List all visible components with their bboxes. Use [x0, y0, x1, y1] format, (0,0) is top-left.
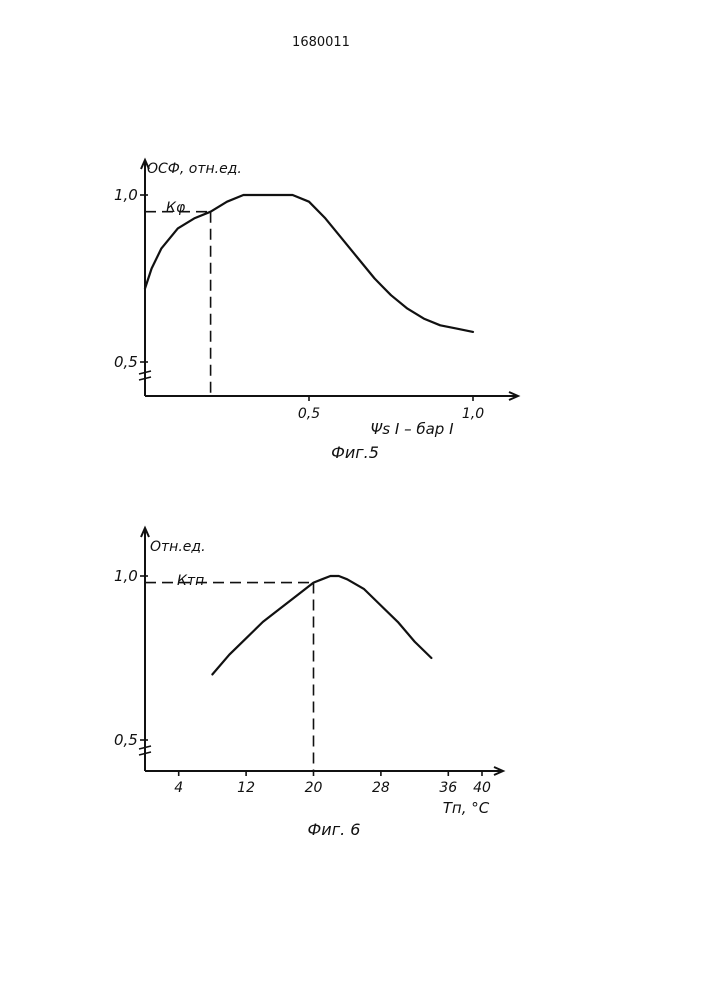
- y-tick-label: 1,0: [114, 567, 138, 585]
- patent-number: 1680011: [292, 35, 350, 50]
- x-tick-label: 1,0: [462, 406, 484, 422]
- x-axis-title: Тп, °С: [443, 799, 490, 817]
- x-tick-label: 28: [372, 780, 390, 796]
- x-tick-label: 4: [174, 780, 183, 796]
- figure-caption: Фиг. 6: [308, 820, 361, 839]
- x-axis-title: Ψs I – бар I: [370, 420, 454, 438]
- x-tick-label: 36: [439, 780, 457, 796]
- marker-label: Кφ: [166, 200, 186, 216]
- marker-label: Ктп: [177, 573, 204, 589]
- y-tick-label: 1,0: [114, 186, 138, 204]
- x-tick-label: 40: [473, 780, 491, 796]
- series-line: [212, 576, 431, 674]
- figure-caption: Фиг.5: [331, 443, 379, 462]
- figure-6-chart: 0,5 1,0 4 12 20 28 36 40 Отн.ед. Тп, °С Фиг. 6 Ктп: [114, 528, 503, 839]
- y-tick-label: 0,5: [114, 731, 138, 749]
- y-tick-label: 0,5: [114, 353, 138, 371]
- series-line: [145, 195, 473, 332]
- y-axis-title: Отн.ед.: [150, 539, 206, 555]
- figure-5-chart: 0,5 1,0 0,5 1,0 ОСФ, отн.ед. Ψs I – бар I Фиг.…: [114, 160, 518, 462]
- x-tick-label: 20: [305, 780, 323, 796]
- y-axis-title: ОСФ, отн.ед.: [147, 161, 242, 177]
- x-tick-label: 12: [237, 780, 255, 796]
- x-tick-label: 0,5: [298, 406, 320, 422]
